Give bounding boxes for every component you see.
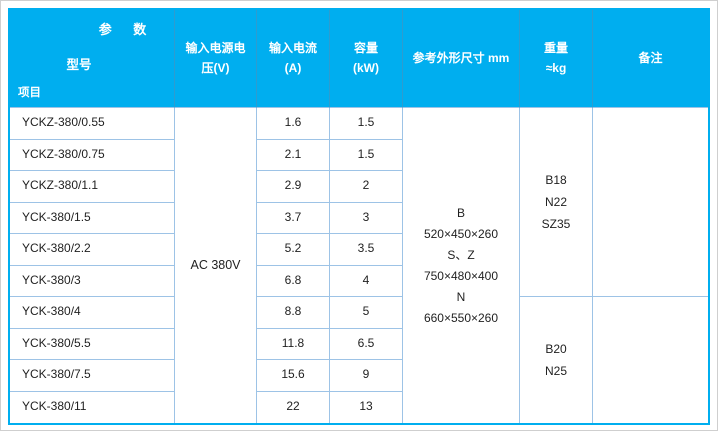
current-cell: 6.8 — [257, 265, 330, 297]
capacity-cell: 3 — [330, 202, 403, 234]
current-cell: 8.8 — [257, 297, 330, 329]
capacity-cell: 4 — [330, 265, 403, 297]
model-cell: YCK-380/7.5 — [10, 360, 175, 392]
model-cell: YCKZ-380/0.55 — [10, 108, 175, 140]
model-cell: YCK-380/11 — [10, 391, 175, 423]
capacity-cell: 6.5 — [330, 328, 403, 360]
model-cell: YCK-380/5.5 — [10, 328, 175, 360]
header-corner-cell: 参 数 型号 项目 — [10, 10, 175, 108]
model-cell: YCK-380/4 — [10, 297, 175, 329]
weight-cell-lower: B20 N25 — [520, 297, 593, 423]
current-cell: 11.8 — [257, 328, 330, 360]
header-weight: 重量 ≈kg — [520, 10, 593, 108]
header-param-label: 参 数 — [98, 22, 156, 37]
current-cell: 5.2 — [257, 234, 330, 266]
header-input-voltage: 输入电源电 压(V) — [175, 10, 257, 108]
current-cell: 22 — [257, 391, 330, 423]
current-cell: 2.9 — [257, 171, 330, 203]
weight-cell-upper: B18 N22 SZ35 — [520, 108, 593, 297]
remarks-cell-upper — [593, 108, 708, 297]
parameter-table: 参 数 型号 项目 输入电源电 压(V) 输入电流 (A) 容量 (kW) 参考… — [8, 8, 710, 425]
model-cell: YCK-380/3 — [10, 265, 175, 297]
capacity-cell: 2 — [330, 171, 403, 203]
header-dimensions: 参考外形尺寸 mm — [403, 10, 520, 108]
dimensions-cell: B 520×450×260 S、Z 750×480×400 N 660×550×… — [403, 108, 520, 423]
voltage-cell: AC 380V — [175, 108, 257, 423]
capacity-cell: 13 — [330, 391, 403, 423]
capacity-cell: 9 — [330, 360, 403, 392]
header-remarks: 备注 — [593, 10, 708, 108]
capacity-cell: 1.5 — [330, 139, 403, 171]
model-cell: YCKZ-380/0.75 — [10, 139, 175, 171]
current-cell: 15.6 — [257, 360, 330, 392]
current-cell: 1.6 — [257, 108, 330, 140]
header-capacity: 容量 (kW) — [330, 10, 403, 108]
model-cell: YCK-380/1.5 — [10, 202, 175, 234]
header-item-label: 项目 — [18, 86, 41, 99]
model-cell: YCK-380/2.2 — [10, 234, 175, 266]
current-cell: 3.7 — [257, 202, 330, 234]
remarks-cell-lower — [593, 297, 708, 423]
header-model-label: 型号 — [66, 58, 92, 72]
current-cell: 2.1 — [257, 139, 330, 171]
capacity-cell: 3.5 — [330, 234, 403, 266]
capacity-cell: 5 — [330, 297, 403, 329]
model-cell: YCKZ-380/1.1 — [10, 171, 175, 203]
header-input-current: 输入电流 (A) — [257, 10, 330, 108]
capacity-cell: 1.5 — [330, 108, 403, 140]
